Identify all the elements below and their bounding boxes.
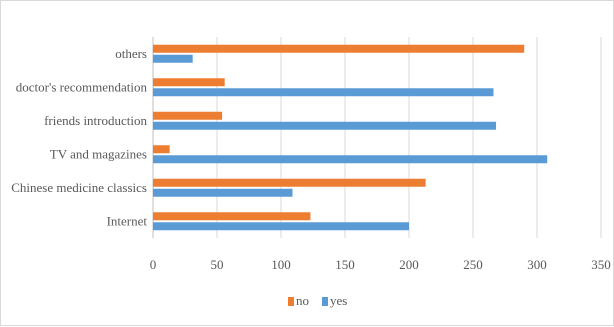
category-label: friends introduction bbox=[44, 113, 147, 128]
x-tick-label: 350 bbox=[591, 257, 611, 272]
bar-no-3 bbox=[153, 111, 223, 120]
legend: no yes bbox=[288, 293, 347, 308]
bar-no-5 bbox=[153, 44, 525, 53]
category-label: doctor's recommendation bbox=[16, 79, 148, 94]
legend-label-no: no bbox=[296, 293, 309, 308]
legend-swatch-yes bbox=[322, 297, 328, 306]
bars bbox=[153, 44, 548, 231]
y-axis-labels: Internet Chinese medicine classics TV and … bbox=[11, 46, 147, 229]
bar-no-1 bbox=[153, 178, 426, 187]
x-tick-label: 200 bbox=[399, 257, 419, 272]
x-tick-label: 0 bbox=[150, 257, 157, 272]
x-tick-label: 50 bbox=[211, 257, 224, 272]
bar-yes-4 bbox=[153, 88, 494, 97]
x-tick-label: 300 bbox=[527, 257, 547, 272]
gridlines bbox=[152, 37, 602, 238]
category-label: others bbox=[115, 46, 147, 61]
bar-yes-1 bbox=[153, 188, 293, 197]
bar-no-2 bbox=[153, 145, 170, 154]
bar-yes-0 bbox=[153, 222, 409, 231]
bar-no-4 bbox=[153, 78, 225, 87]
bar-yes-3 bbox=[153, 121, 497, 130]
bar-yes-5 bbox=[153, 54, 193, 63]
bar-yes-2 bbox=[153, 155, 548, 164]
x-axis-labels: 0 50 100 150 200 250 300 350 bbox=[150, 257, 611, 272]
category-label: TV and magazines bbox=[50, 146, 147, 161]
x-tick-label: 250 bbox=[463, 257, 483, 272]
x-tick-label: 100 bbox=[271, 257, 291, 272]
category-label: Chinese medicine classics bbox=[11, 180, 147, 195]
bar-no-0 bbox=[153, 212, 311, 221]
legend-label-yes: yes bbox=[330, 293, 347, 308]
x-tick-label: 150 bbox=[335, 257, 355, 272]
legend-swatch-no bbox=[288, 297, 294, 306]
category-label: Internet bbox=[107, 213, 148, 228]
